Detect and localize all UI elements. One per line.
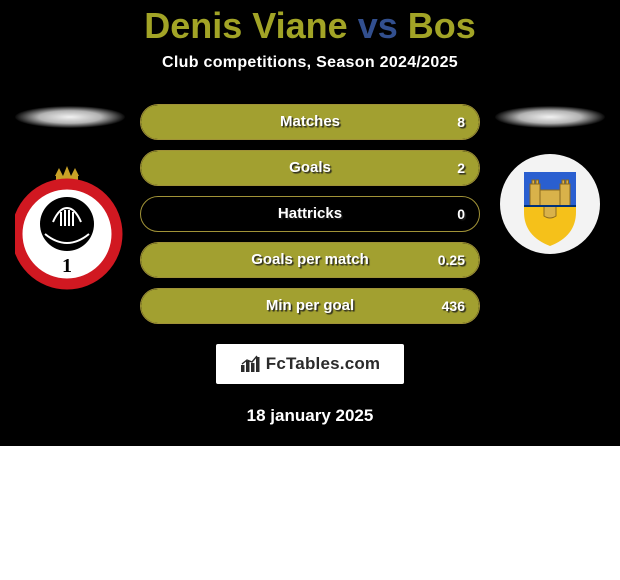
player1-placeholder: [15, 106, 125, 128]
stat-row: Goals 2: [140, 150, 480, 186]
brand-box[interactable]: FcTables.com: [216, 344, 405, 384]
stat-value-right: 8: [457, 114, 465, 130]
stat-value-right: 0.25: [438, 252, 465, 268]
stat-row: Hattricks 0: [140, 196, 480, 232]
left-column: 1: [10, 100, 130, 297]
player2-placeholder: [495, 106, 605, 128]
stat-row: Matches 8: [140, 104, 480, 140]
stat-row: Goals per match 0.25: [140, 242, 480, 278]
westerlo-crest-icon: [500, 154, 600, 254]
stat-value-right: 0: [457, 206, 465, 222]
player1-name: Denis Viane: [144, 5, 347, 46]
subtitle: Club competitions, Season 2024/2025: [162, 54, 458, 72]
right-column: [490, 100, 610, 259]
date-text: 18 january 2025: [247, 406, 374, 426]
stat-label: Matches: [280, 113, 340, 130]
antwerp-crest-icon: 1: [15, 162, 125, 292]
comparison-card: Denis Viane vs Bos Club competitions, Se…: [0, 0, 620, 446]
stat-row: Min per goal 436: [140, 288, 480, 324]
crest-number: 1: [62, 255, 72, 277]
content-row: 1 Matches 8 Goals 2 Hattricks 0 Goals per matc…: [0, 100, 620, 324]
bars-icon: [240, 355, 262, 373]
club-badge-left: 1: [15, 162, 125, 297]
stat-label: Goals: [289, 159, 331, 176]
stat-value-right: 2: [457, 160, 465, 176]
stat-value-right: 436: [442, 298, 465, 314]
vs-text: vs: [358, 5, 398, 46]
player2-name: Bos: [408, 5, 476, 46]
stat-label: Goals per match: [251, 251, 369, 268]
stats-list: Matches 8 Goals 2 Hattricks 0 Goals per match 0…: [140, 104, 480, 324]
stat-label: Hattricks: [278, 205, 342, 222]
page-title: Denis Viane vs Bos: [144, 6, 476, 46]
brand-text: FcTables.com: [266, 354, 381, 374]
club-badge-right: [500, 154, 600, 259]
stat-label: Min per goal: [266, 297, 354, 314]
